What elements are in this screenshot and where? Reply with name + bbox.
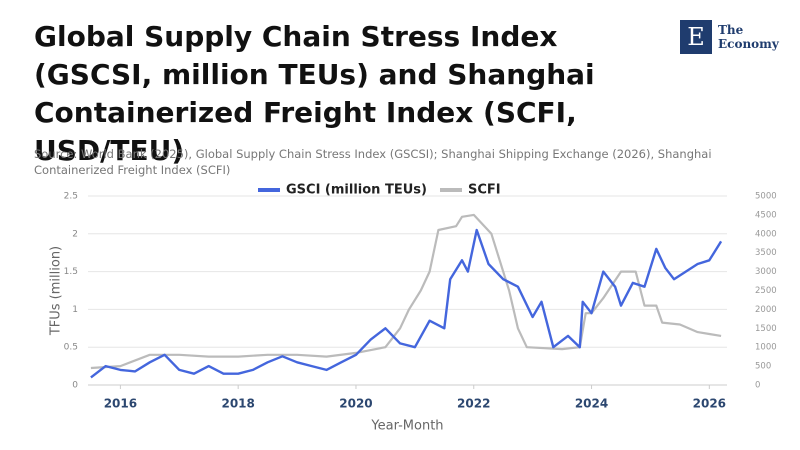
chart-subtitle: Source: World Bank (2025), Global Supply… bbox=[34, 147, 712, 177]
y2-tick-label: 4000 bbox=[755, 229, 777, 239]
y-tick-label: 2.5 bbox=[64, 192, 78, 202]
logo-text: The Economy bbox=[718, 23, 779, 51]
y2-tick-label: 3500 bbox=[755, 248, 777, 258]
y2-tick-label: 4500 bbox=[755, 210, 777, 220]
series-line bbox=[90, 213, 722, 370]
logo: E The Economy bbox=[680, 20, 779, 54]
y2-tick-label: 2000 bbox=[755, 305, 777, 315]
x-tick-label: 2016 bbox=[104, 397, 137, 411]
y-tick-label: 2 bbox=[72, 229, 78, 239]
x-tick-label: 2018 bbox=[221, 397, 254, 411]
y-tick-label: 1.5 bbox=[64, 267, 78, 277]
logo-line: Economy bbox=[718, 37, 779, 51]
legend-label: GSCI (million TEUs) bbox=[286, 183, 427, 198]
y-tick-label: 1 bbox=[72, 305, 78, 315]
x-tick-label: 2022 bbox=[457, 397, 490, 411]
y2-tick-label: 5000 bbox=[755, 192, 777, 202]
x-axis-label: Year-Month bbox=[370, 419, 443, 434]
x-tick-label: 2026 bbox=[693, 397, 726, 411]
y2-tick-label: 2500 bbox=[755, 286, 777, 296]
y2-tick-label: 500 bbox=[755, 362, 771, 372]
x-tick-label: 2024 bbox=[575, 397, 608, 411]
logo-mark: E bbox=[680, 20, 712, 54]
logo-line: The bbox=[718, 23, 744, 37]
legend-label: SCFI bbox=[468, 183, 501, 198]
y2-tick-label: 1500 bbox=[755, 324, 777, 334]
x-tick-label: 2020 bbox=[339, 397, 372, 411]
y-tick-label: 0 bbox=[72, 381, 78, 391]
chart-title: Global Supply Chain Stress Index (GSCSI,… bbox=[34, 20, 595, 167]
y2-tick-label: 0 bbox=[755, 381, 760, 391]
y-tick-label: 0.5 bbox=[64, 343, 78, 353]
y-axis-label: TFUs (million) bbox=[49, 246, 64, 336]
series-line bbox=[90, 228, 723, 379]
y2-tick-label: 1000 bbox=[755, 343, 777, 353]
y2-tick-label: 3000 bbox=[755, 267, 777, 277]
